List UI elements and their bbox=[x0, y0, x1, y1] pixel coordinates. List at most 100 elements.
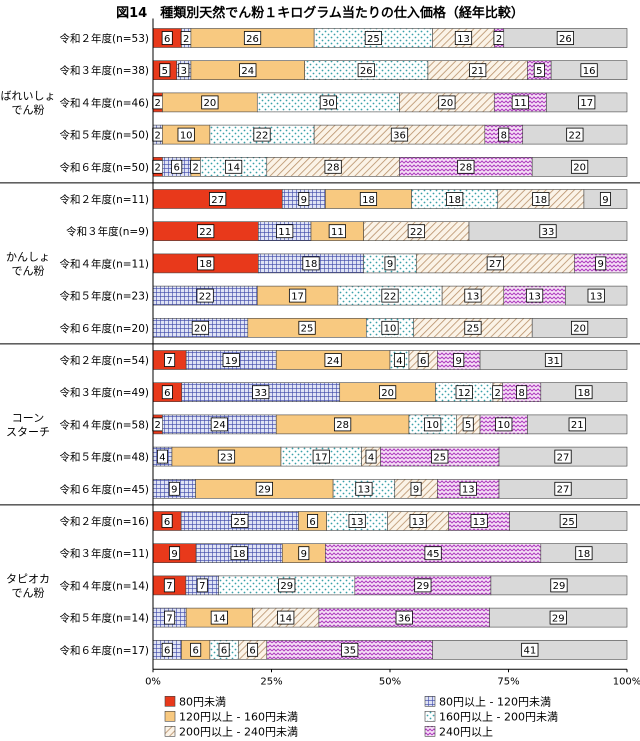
legend-label: 120円以上 - 160円未満 bbox=[179, 710, 298, 723]
data-label-box bbox=[190, 642, 202, 657]
data-label-box bbox=[549, 610, 567, 625]
legend-label: 80円以上 - 120円未満 bbox=[439, 695, 551, 708]
data-label-box bbox=[197, 224, 215, 239]
data-label-box bbox=[580, 63, 598, 78]
row-label: 令和２年度(n=54) bbox=[59, 354, 149, 367]
data-label: 10 bbox=[497, 420, 510, 431]
data-label: 30 bbox=[322, 98, 335, 109]
data-label: 31 bbox=[547, 356, 560, 367]
data-label-box bbox=[288, 288, 307, 303]
data-label-box bbox=[164, 610, 176, 625]
data-label-box bbox=[178, 63, 190, 78]
data-label: 9 bbox=[301, 549, 307, 560]
data-label: 20 bbox=[204, 98, 217, 109]
data-label: 25 bbox=[301, 324, 314, 335]
data-label-box bbox=[222, 353, 240, 367]
data-label-box bbox=[544, 353, 563, 367]
data-label: 25 bbox=[233, 517, 246, 528]
data-label-box bbox=[390, 127, 409, 142]
data-label-box bbox=[379, 385, 397, 400]
data-label-box bbox=[410, 481, 422, 496]
data-label: 25 bbox=[467, 324, 480, 335]
row-label: 令和６年度(n=20) bbox=[59, 322, 149, 335]
data-label: 6 bbox=[174, 163, 180, 174]
row-label: 令和４年度(n=14) bbox=[59, 579, 149, 592]
x-tick-label: 75% bbox=[497, 676, 519, 687]
data-label: 6 bbox=[420, 356, 426, 367]
row-label: 令和５年度(n=23) bbox=[59, 290, 149, 303]
data-label-box bbox=[575, 546, 593, 561]
data-label: 2 bbox=[155, 130, 161, 141]
data-label: 20 bbox=[573, 163, 586, 174]
data-label-box bbox=[470, 514, 488, 528]
data-label: 13 bbox=[528, 291, 541, 302]
data-label: 5 bbox=[465, 420, 471, 431]
data-label-box bbox=[454, 31, 473, 45]
data-label-box bbox=[357, 63, 375, 78]
data-label: 26 bbox=[360, 66, 373, 77]
data-label: 27 bbox=[557, 485, 570, 496]
data-label: 7 bbox=[166, 356, 172, 367]
data-label-box bbox=[169, 546, 181, 561]
data-label: 22 bbox=[256, 130, 269, 141]
data-label-box bbox=[196, 578, 208, 593]
data-label: 6 bbox=[164, 517, 170, 528]
data-label-box bbox=[217, 449, 236, 464]
data-label: 7 bbox=[199, 581, 205, 592]
legend-swatch bbox=[424, 710, 436, 722]
data-label-box bbox=[159, 63, 171, 78]
data-label-box bbox=[384, 256, 396, 271]
data-label-box bbox=[424, 417, 442, 432]
legend-swatch bbox=[164, 710, 176, 722]
data-label: 18 bbox=[233, 549, 246, 560]
data-label: 24 bbox=[241, 66, 254, 77]
data-label-box bbox=[210, 417, 228, 432]
data-label: 20 bbox=[573, 324, 586, 335]
data-label: 6 bbox=[192, 646, 198, 657]
data-label: 18 bbox=[199, 259, 212, 270]
data-label: 27 bbox=[211, 195, 224, 206]
data-label-box bbox=[156, 449, 168, 464]
row-label: 令和２年度(n=53) bbox=[59, 32, 149, 45]
data-label: 18 bbox=[578, 388, 591, 399]
data-label: 22 bbox=[568, 130, 581, 141]
data-label-box bbox=[462, 417, 474, 432]
data-label-box bbox=[355, 481, 373, 496]
group-label: でん粉 bbox=[12, 586, 45, 599]
data-label-box bbox=[197, 256, 215, 271]
data-label: 25 bbox=[562, 517, 575, 528]
data-label: 21 bbox=[471, 66, 484, 77]
data-label-box bbox=[164, 353, 176, 367]
group-label: ばれいしょ bbox=[1, 89, 56, 102]
data-label-box bbox=[469, 63, 487, 78]
data-label-box bbox=[407, 224, 425, 239]
data-label-box bbox=[239, 63, 257, 78]
data-label: 8 bbox=[518, 388, 524, 399]
data-label: 33 bbox=[254, 388, 267, 399]
data-label: 22 bbox=[199, 227, 212, 238]
data-label-box bbox=[243, 31, 262, 45]
data-label: 9 bbox=[301, 195, 307, 206]
data-label-box bbox=[417, 353, 429, 367]
data-label: 2 bbox=[183, 34, 189, 45]
data-label-box bbox=[457, 159, 475, 174]
row-label: 令和６年度(n=50) bbox=[59, 161, 149, 174]
data-label-box bbox=[328, 224, 346, 239]
data-label: 10 bbox=[426, 420, 439, 431]
data-label: 3 bbox=[181, 66, 187, 77]
data-label-box bbox=[464, 320, 482, 335]
data-label: 6 bbox=[309, 517, 315, 528]
data-label: 33 bbox=[542, 227, 555, 238]
data-label: 2 bbox=[495, 388, 501, 399]
data-label: 18 bbox=[448, 195, 461, 206]
data-label-box bbox=[231, 514, 249, 528]
data-label-box bbox=[554, 449, 572, 464]
row-label: 令和３年度(n=11) bbox=[59, 547, 149, 560]
data-label: 17 bbox=[315, 452, 328, 463]
data-label: 24 bbox=[327, 356, 340, 367]
data-label: 8 bbox=[501, 130, 507, 141]
data-label-box bbox=[395, 610, 413, 625]
data-label-box bbox=[571, 320, 589, 335]
data-label: 36 bbox=[398, 613, 411, 624]
